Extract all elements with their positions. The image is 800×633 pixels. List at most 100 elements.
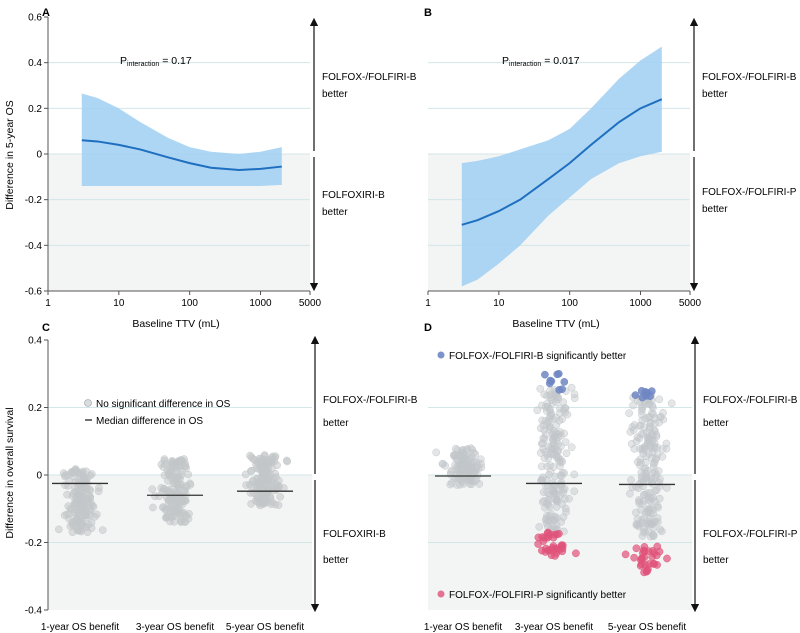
data-point — [659, 408, 667, 417]
data-point — [645, 450, 653, 458]
panel-c-categories: 1-year OS benefit 3-year OS benefit 5-year… — [41, 622, 305, 633]
data-point — [447, 478, 456, 487]
data-point — [641, 561, 649, 569]
data-point — [268, 464, 276, 473]
panel-c-upper-label-2: better — [323, 418, 349, 429]
data-point — [468, 477, 476, 486]
data-point — [638, 472, 646, 481]
data-point — [543, 512, 551, 520]
data-point — [55, 525, 63, 534]
panel-d-categories: 1-year OS benefit 3-year OS benefit 5-year… — [424, 622, 687, 633]
data-point — [180, 487, 189, 496]
data-point — [157, 484, 166, 492]
data-point — [557, 472, 566, 480]
data-point — [275, 483, 283, 491]
data-point — [632, 437, 641, 446]
data-point — [570, 470, 579, 479]
data-point — [78, 499, 87, 508]
data-point — [625, 409, 633, 418]
data-point — [561, 404, 570, 413]
data-point — [160, 455, 169, 463]
data-point — [647, 409, 656, 418]
data-point — [550, 489, 558, 498]
data-point — [537, 462, 546, 471]
data-point — [467, 461, 476, 470]
x-tick-label: 10 — [493, 298, 505, 309]
data-point — [638, 404, 647, 413]
data-point — [77, 527, 86, 536]
data-point — [546, 422, 554, 431]
data-point — [549, 439, 558, 447]
data-point — [565, 494, 573, 503]
data-point — [663, 554, 671, 563]
panel-d: 1-year OS benefit 3-year OS benefit 5-year… — [424, 335, 798, 633]
data-point — [655, 494, 664, 503]
data-point — [560, 469, 568, 477]
panel-d-lower-label-2: better — [703, 555, 729, 566]
panel-label-c: C — [42, 322, 50, 334]
category-label: 5-year OS benefit — [226, 622, 305, 633]
panel-c-lower-label-1: FOLFOXIRI-B — [323, 529, 386, 540]
data-point — [646, 418, 655, 427]
data-point — [554, 369, 563, 378]
data-point — [149, 503, 157, 512]
data-point — [553, 530, 561, 539]
data-point — [630, 444, 639, 453]
data-point — [242, 481, 250, 489]
panel-a-p-value: Pinteraction = 0.17 — [120, 55, 192, 68]
data-point — [643, 489, 651, 498]
data-point — [255, 478, 263, 487]
data-point — [570, 390, 579, 399]
data-point — [274, 501, 283, 509]
data-point — [557, 541, 566, 550]
panel-d-legend-red-dot — [437, 590, 445, 598]
data-point — [538, 546, 546, 555]
data-point — [559, 513, 568, 521]
data-point — [166, 488, 175, 497]
data-point — [548, 399, 557, 407]
data-point — [165, 496, 173, 505]
panel-a-y-axis-label: Difference in 5-year OS — [4, 100, 16, 210]
y-tick-label: -0.2 — [25, 538, 43, 549]
data-point — [537, 476, 545, 485]
panel-a-y-ticks: -0.6 -0.4 -0.2 0 0.2 0.4 0.6 — [25, 13, 48, 298]
panel-b-upper-label-1: FOLFOX-/FOLFIRI-B — [702, 72, 797, 83]
data-point — [548, 445, 556, 454]
data-point — [553, 496, 561, 504]
data-point — [656, 475, 664, 483]
data-point — [655, 395, 664, 404]
data-point — [638, 518, 647, 527]
data-point — [166, 464, 174, 473]
data-point — [641, 414, 650, 423]
panel-d-medians — [435, 475, 675, 486]
data-point — [653, 518, 662, 526]
panel-d-legend-blue-dot — [437, 351, 445, 359]
x-tick-label: 5000 — [679, 298, 702, 309]
category-label: 3-year OS benefit — [136, 622, 215, 633]
data-point — [621, 550, 630, 559]
data-point — [632, 521, 641, 529]
panel-b-x-ticks: 1 10 100 1000 5000 — [425, 291, 702, 309]
data-point — [60, 511, 69, 520]
data-point — [667, 399, 676, 408]
data-point — [632, 544, 641, 553]
panel-d-upper-label-2: better — [703, 418, 729, 429]
x-tick-label: 1 — [425, 298, 431, 309]
panel-label-d: D — [424, 322, 432, 334]
panel-d-upper-label-1: FOLFOX-/FOLFIRI-B — [703, 395, 798, 406]
data-point — [174, 457, 183, 466]
data-point — [148, 485, 157, 494]
data-point — [556, 404, 564, 413]
data-point — [438, 460, 447, 468]
data-point — [283, 457, 292, 466]
data-point — [550, 433, 558, 442]
data-point — [639, 429, 648, 438]
data-point — [633, 433, 642, 442]
panel-b-p-value: Pinteraction = 0.017 — [502, 55, 580, 68]
data-point — [639, 497, 648, 505]
data-point — [457, 456, 466, 465]
data-point — [70, 498, 79, 507]
panel-c-legend-median-label: Median difference in OS — [96, 416, 203, 427]
category-label: 3-year OS benefit — [515, 622, 594, 633]
x-tick-label: 100 — [181, 298, 198, 309]
